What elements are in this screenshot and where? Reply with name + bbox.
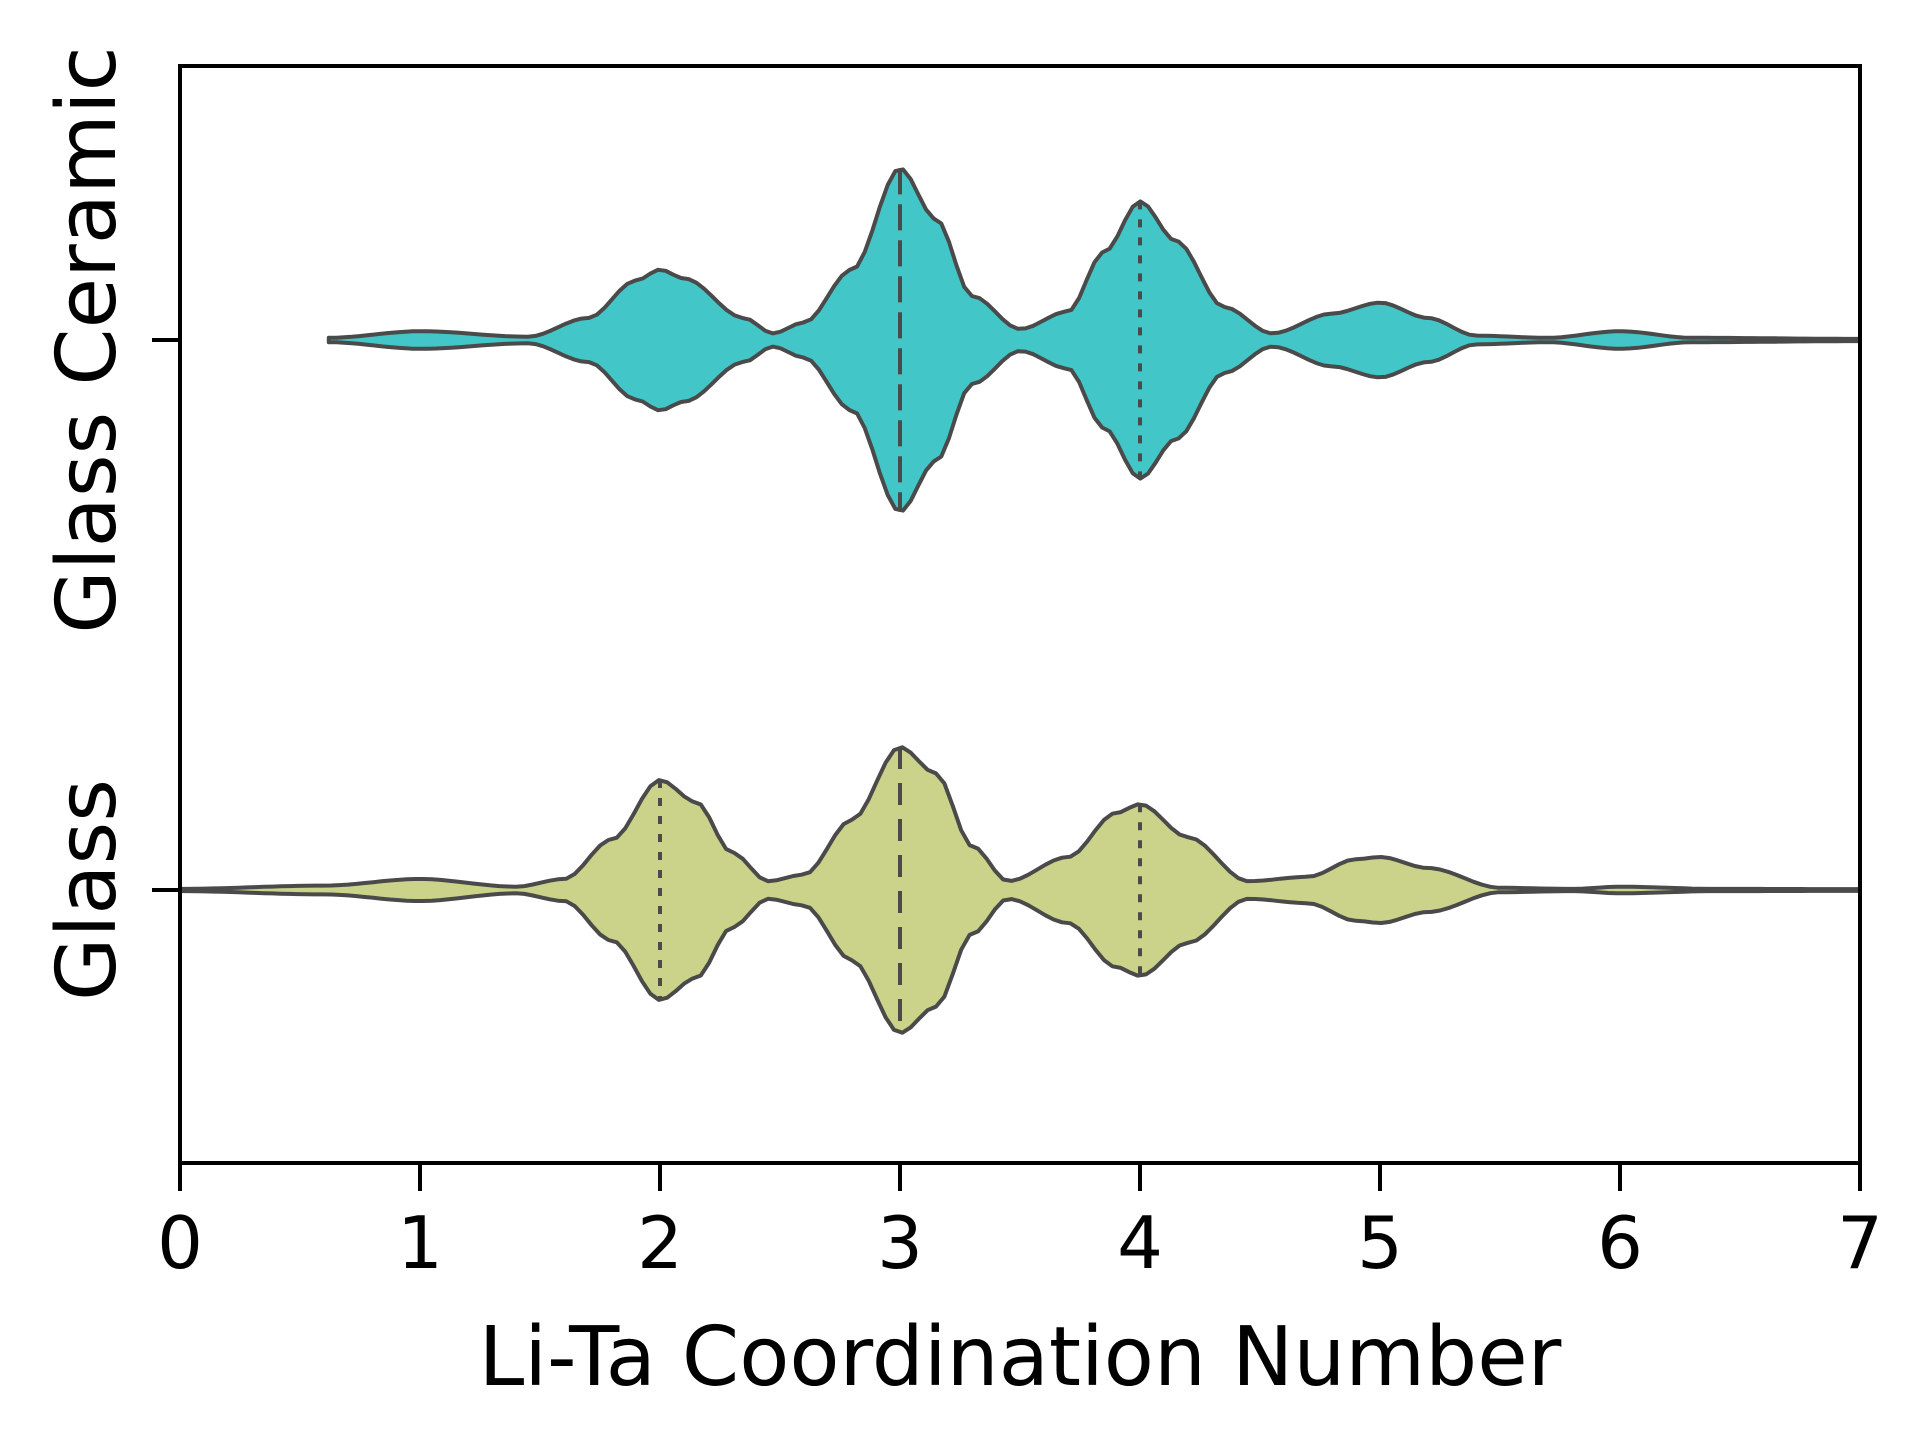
violin-body <box>326 167 1862 513</box>
violins-group <box>178 167 1862 1035</box>
x-tick-label: 6 <box>1597 1201 1643 1285</box>
x-tick-label: 4 <box>1117 1201 1163 1285</box>
y-tick-label: Glass Ceramic <box>40 46 135 634</box>
x-axis: 0 1 2 3 4 5 6 7 <box>157 1163 1883 1285</box>
x-axis-label: Li-Ta Coordination Number <box>479 1310 1562 1405</box>
x-tick-label: 5 <box>1357 1201 1403 1285</box>
plot-area-frame <box>178 64 1862 1165</box>
violin-glass-ceramic <box>326 167 1862 513</box>
x-tick-label: 7 <box>1837 1201 1883 1285</box>
y-tick-label: Glass <box>40 779 135 1001</box>
y-axis: Glass Ceramic Glass <box>40 46 180 1001</box>
violin-glass <box>178 745 1862 1035</box>
violin-body <box>178 745 1862 1035</box>
x-tick-label: 3 <box>877 1201 923 1285</box>
x-tick-label: 0 <box>157 1201 203 1285</box>
x-tick-label: 2 <box>637 1201 683 1285</box>
x-tick-label: 1 <box>397 1201 443 1285</box>
